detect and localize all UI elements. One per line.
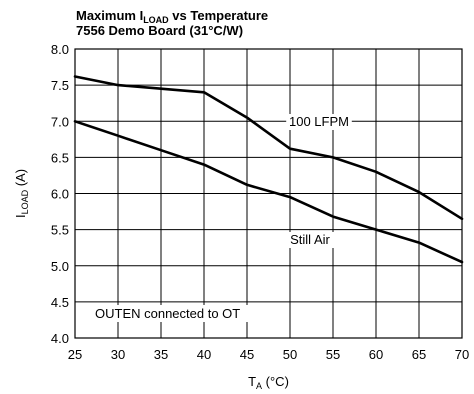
series-label: Still Air	[290, 232, 330, 247]
x-tick-label: 50	[283, 347, 297, 362]
x-axis-label-unit: (°C)	[262, 374, 289, 389]
x-axis-label-subscript: A	[256, 381, 262, 391]
chart-subtitle: 7556 Demo Board (31°C/W)	[76, 23, 244, 38]
chart-title-rest: vs Temperature	[168, 8, 269, 23]
series-label: 100 LFPM	[289, 114, 349, 129]
chart-title-main: Maximum I	[76, 8, 144, 23]
x-tick-label: 65	[412, 347, 426, 362]
x-axis-label-main: T	[248, 374, 256, 389]
axis-layer	[74, 48, 463, 339]
y-tick-label: 4.5	[51, 295, 69, 310]
series-layer: 100 LFPM Still Air	[73, 75, 464, 264]
series-line-0	[73, 75, 464, 221]
x-axis-label: TA (°C)	[248, 374, 289, 391]
annotation-layer: OUTEN connected to OT	[90, 305, 256, 322]
y-axis-label-unit: (A)	[13, 169, 28, 190]
y-tick-label: 6.0	[51, 187, 69, 202]
y-tick-label: 5.5	[51, 223, 69, 238]
tick-label-layer: 25 30 35 40 45 50 55 60 65 70 4.0 4.5 5.0 5.5 6.0 6.5 7.…	[51, 42, 469, 362]
y-axis-label: ILOAD (A)	[13, 169, 30, 218]
annotation-background	[90, 305, 256, 322]
y-tick-label: 7.0	[51, 114, 69, 129]
x-tick-label: 35	[154, 347, 168, 362]
chart-title-subscript: LOAD	[143, 15, 169, 25]
y-tick-label: 7.5	[51, 78, 69, 93]
x-tick-label: 40	[197, 347, 211, 362]
x-tick-label: 30	[111, 347, 125, 362]
series-line-1	[73, 120, 464, 264]
x-tick-label: 55	[326, 347, 340, 362]
grid-layer	[74, 48, 463, 339]
y-axis-label-subscript: LOAD	[20, 189, 30, 214]
x-tick-label: 70	[455, 347, 469, 362]
series-label-background	[273, 232, 347, 248]
y-tick-label: 8.0	[51, 42, 69, 57]
chart-title: Maximum ILOAD vs Temperature	[76, 8, 269, 25]
x-tick-label: 60	[369, 347, 383, 362]
y-axis-label-main: I	[13, 214, 28, 218]
series-label-background	[286, 114, 352, 130]
x-tick-label: 25	[68, 347, 82, 362]
y-tick-label: 6.5	[51, 150, 69, 165]
y-tick-label: 4.0	[51, 331, 69, 346]
y-tick-label: 5.0	[51, 259, 69, 274]
plot-frame	[74, 48, 463, 339]
annotation-text: OUTEN connected to OT	[95, 306, 240, 321]
x-tick-label: 45	[240, 347, 254, 362]
